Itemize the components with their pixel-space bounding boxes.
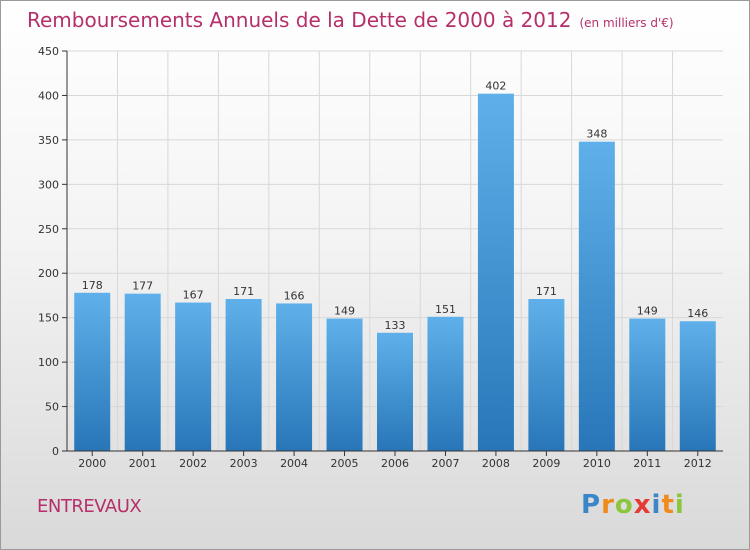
bar-2011 bbox=[629, 318, 666, 451]
x-tick-label-2012: 2012 bbox=[684, 457, 712, 470]
x-tick-label-2000: 2000 bbox=[78, 457, 106, 470]
x-tick-label-2007: 2007 bbox=[431, 457, 459, 470]
bar-value-label-2008: 402 bbox=[485, 80, 506, 93]
bar-2010 bbox=[578, 141, 615, 451]
x-tick-label-2001: 2001 bbox=[129, 457, 157, 470]
x-tick-label-2004: 2004 bbox=[280, 457, 308, 470]
bars bbox=[74, 93, 716, 452]
x-tick-label-2011: 2011 bbox=[633, 457, 661, 470]
bar-2005 bbox=[326, 318, 363, 451]
y-tick-label-450: 450 bbox=[38, 45, 59, 58]
bar-value-label-2005: 149 bbox=[334, 305, 355, 318]
bar-value-label-2002: 167 bbox=[183, 289, 204, 302]
bar-value-label-2004: 166 bbox=[284, 289, 305, 302]
bar-value-label-2006: 133 bbox=[385, 319, 406, 332]
x-tick-label-2006: 2006 bbox=[381, 457, 409, 470]
y-tick-label-100: 100 bbox=[38, 356, 59, 369]
y-tick-label-200: 200 bbox=[38, 267, 59, 280]
x-tick-label-2009: 2009 bbox=[532, 457, 560, 470]
bar-value-label-2009: 171 bbox=[536, 285, 557, 298]
bar-value-label-2011: 149 bbox=[637, 305, 658, 318]
x-tick-label-2005: 2005 bbox=[331, 457, 359, 470]
chart-unit: (en milliers d'€) bbox=[579, 16, 674, 30]
axes bbox=[62, 50, 723, 456]
bar-2001 bbox=[124, 293, 161, 451]
x-tick-label-2008: 2008 bbox=[482, 457, 510, 470]
y-tick-label-150: 150 bbox=[38, 312, 59, 325]
y-tick-label-50: 50 bbox=[45, 401, 59, 414]
bar-value-label-2010: 348 bbox=[586, 128, 607, 141]
y-tick-label-250: 250 bbox=[38, 223, 59, 236]
town-name: ENTREVAUX bbox=[37, 496, 142, 517]
bar-2000 bbox=[74, 292, 111, 451]
x-tick-label-2010: 2010 bbox=[583, 457, 611, 470]
bar-value-label-2001: 177 bbox=[132, 280, 153, 293]
bar-2004 bbox=[276, 303, 313, 451]
bar-value-label-2000: 178 bbox=[82, 279, 103, 292]
bar-2002 bbox=[175, 302, 212, 451]
bar-2009 bbox=[528, 299, 565, 451]
x-tick-label-2002: 2002 bbox=[179, 457, 207, 470]
bar-2003 bbox=[225, 299, 262, 451]
labels: 0 50 100 150 200 250 300 350 400 450 178 2000 177 200… bbox=[38, 45, 712, 470]
bar-2008 bbox=[477, 93, 514, 452]
chart-title: Remboursements Annuels de la Dette de 20… bbox=[27, 8, 674, 32]
y-tick-label-300: 300 bbox=[38, 178, 59, 191]
bar-value-label-2012: 146 bbox=[687, 307, 708, 320]
chart-title-text: Remboursements Annuels de la Dette de 20… bbox=[27, 8, 572, 32]
y-tick-label-400: 400 bbox=[38, 89, 59, 102]
proxiti-logo: Proxiti bbox=[581, 490, 685, 520]
bar-2012 bbox=[679, 321, 716, 451]
bar-value-label-2007: 151 bbox=[435, 303, 456, 316]
y-tick-label-0: 0 bbox=[52, 445, 59, 458]
bar-2007 bbox=[427, 316, 464, 451]
bar-2006 bbox=[377, 332, 413, 451]
x-tick-label-2003: 2003 bbox=[230, 457, 258, 470]
y-tick-label-350: 350 bbox=[38, 134, 59, 147]
bar-value-label-2003: 171 bbox=[233, 285, 254, 298]
